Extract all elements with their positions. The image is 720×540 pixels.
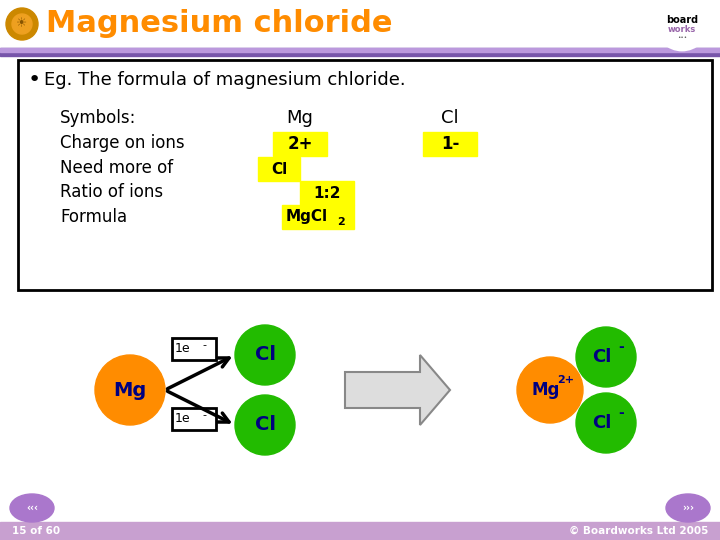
Bar	[423, 132, 477, 156]
Polygon shape	[345, 355, 450, 425]
Text: board: board	[666, 15, 698, 25]
Circle shape	[576, 327, 636, 387]
Circle shape	[656, 0, 708, 50]
Circle shape	[576, 393, 636, 453]
Text: 2+: 2+	[287, 135, 312, 153]
Bar	[282, 205, 354, 229]
Text: Cl: Cl	[254, 346, 276, 365]
Bar	[18, 60, 712, 290]
Text: Charge on ions: Charge on ions	[60, 134, 184, 152]
Text: works: works	[668, 24, 696, 33]
Text: Formula: Formula	[60, 208, 127, 226]
Bar	[0, 48, 720, 56]
Text: 2+: 2+	[557, 375, 575, 385]
Text: -: -	[618, 340, 624, 354]
Text: Cl: Cl	[254, 415, 276, 435]
Bar	[172, 408, 216, 430]
Text: Mg: Mg	[287, 109, 313, 127]
Text: 15 of 60: 15 of 60	[12, 526, 60, 536]
Text: -: -	[202, 410, 206, 420]
Text: Mg: Mg	[532, 381, 560, 399]
Text: 1-: 1-	[441, 135, 459, 153]
Bar	[273, 132, 327, 156]
Text: ☀: ☀	[17, 17, 27, 30]
Text: 1e: 1e	[175, 342, 191, 355]
Text: Eg. The formula of magnesium chloride.: Eg. The formula of magnesium chloride.	[44, 71, 405, 89]
Circle shape	[658, 0, 706, 48]
Bar	[172, 338, 216, 360]
Text: Ratio of ions: Ratio of ions	[60, 183, 163, 201]
Text: Mg: Mg	[113, 381, 147, 400]
Circle shape	[6, 8, 38, 40]
Circle shape	[517, 357, 583, 423]
Text: Symbols:: Symbols:	[60, 109, 136, 127]
Text: 2: 2	[337, 217, 345, 227]
Text: Cl: Cl	[593, 414, 612, 432]
Text: •••: •••	[677, 35, 687, 39]
Text: © Boardworks Ltd 2005: © Boardworks Ltd 2005	[569, 526, 708, 536]
Text: Cl: Cl	[271, 161, 287, 177]
Circle shape	[12, 14, 32, 34]
Circle shape	[235, 325, 295, 385]
Ellipse shape	[666, 494, 710, 522]
Bar	[258, 157, 300, 181]
Text: -: -	[618, 406, 624, 420]
Text: 1e: 1e	[175, 413, 191, 426]
Circle shape	[235, 395, 295, 455]
Bar	[0, 0, 720, 48]
Text: 1:2: 1:2	[313, 186, 341, 200]
Text: -: -	[202, 340, 206, 350]
Ellipse shape	[10, 494, 54, 522]
Bar	[0, 522, 720, 540]
Text: Need more of: Need more of	[60, 159, 173, 177]
Circle shape	[95, 355, 165, 425]
Text: MgCl: MgCl	[286, 210, 328, 225]
Text: Cl: Cl	[593, 348, 612, 366]
Text: •: •	[28, 70, 41, 90]
Text: ›››: ›››	[682, 503, 694, 513]
Bar	[0, 48, 720, 52]
Bar	[300, 181, 354, 205]
Text: Magnesium chloride: Magnesium chloride	[46, 10, 392, 38]
Text: ‹‹‹: ‹‹‹	[26, 503, 38, 513]
Text: Cl: Cl	[441, 109, 459, 127]
